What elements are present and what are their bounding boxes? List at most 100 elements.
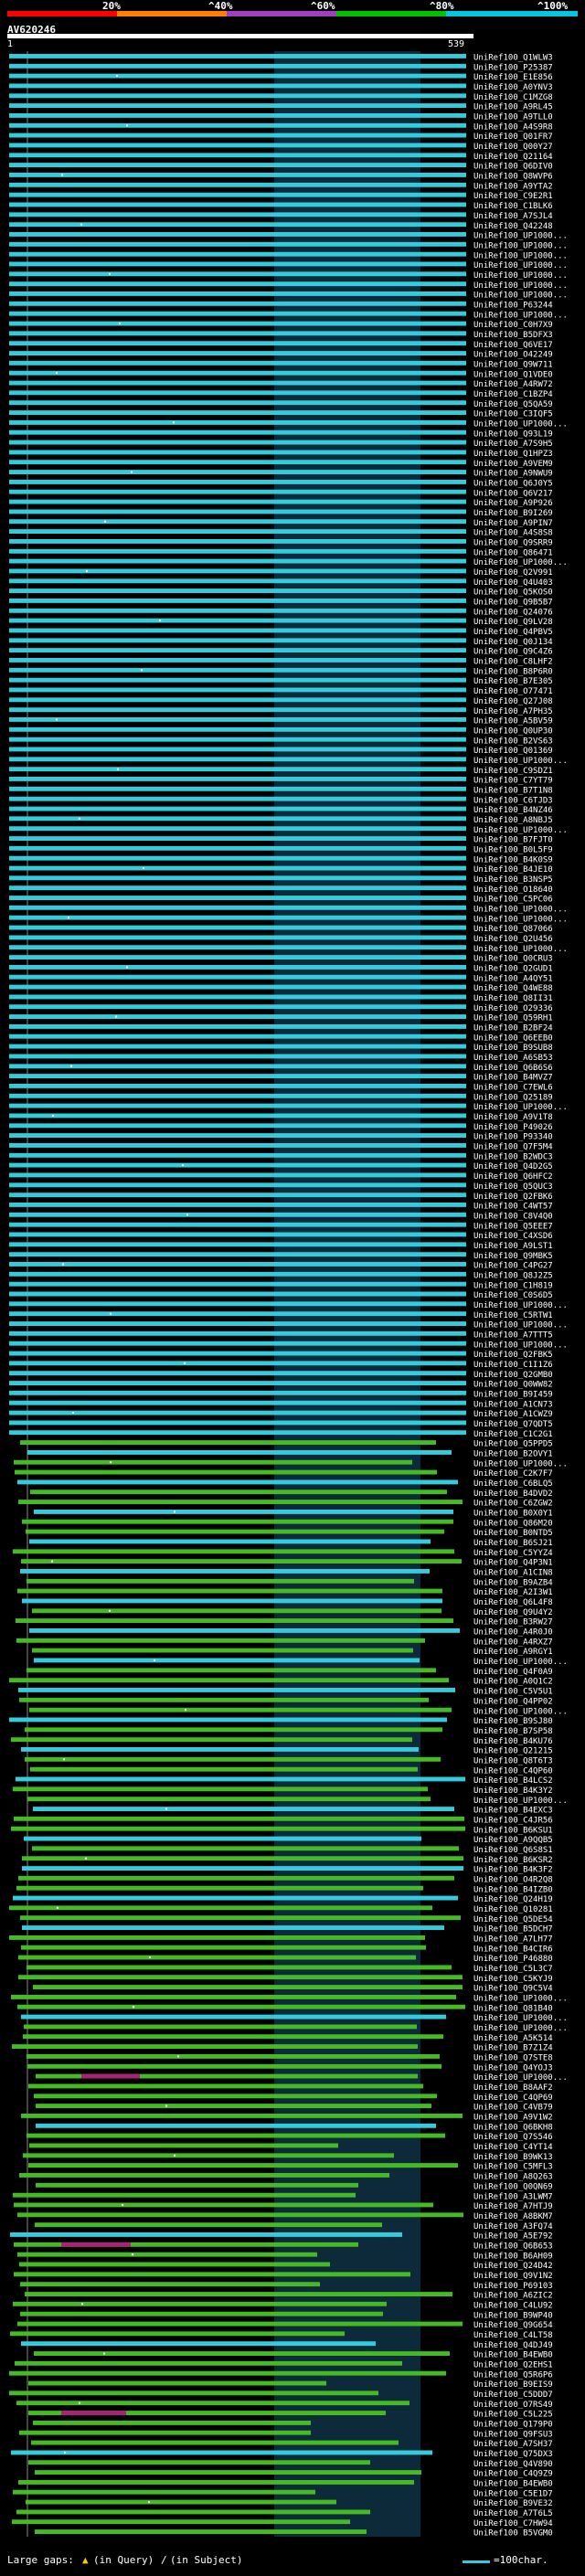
hit-label[interactable]: UniRef100_Q5QUC3 <box>473 1182 553 1192</box>
hit-label[interactable]: UniRef100_Q6VE17 <box>473 341 553 350</box>
hit-label[interactable]: UniRef100_P63244 <box>473 301 553 310</box>
hit-label[interactable]: UniRef100_B4K3Y2 <box>473 1786 553 1796</box>
hit-label[interactable]: UniRef100_UP1000... <box>473 2073 568 2083</box>
hit-label[interactable]: UniRef100_A7T6L5 <box>473 2509 553 2518</box>
hit-label[interactable]: UniRef100_Q59RH1 <box>473 1014 553 1023</box>
hit-label[interactable]: UniRef100_B5DFX3 <box>473 331 553 340</box>
hit-label[interactable]: UniRef100_E1E856 <box>473 73 553 82</box>
hit-label[interactable]: UniRef100_Q9C4Z6 <box>473 648 553 657</box>
hit-label[interactable]: UniRef100_A9YTA2 <box>473 182 553 191</box>
hit-label[interactable]: UniRef100_C4XSD6 <box>473 1232 553 1241</box>
hit-label[interactable]: UniRef100_Q8II31 <box>473 994 553 1003</box>
hit-label[interactable]: UniRef100_Q86M20 <box>473 1519 553 1528</box>
hit-label[interactable]: UniRef100_UP1000... <box>473 558 568 567</box>
hit-label[interactable]: UniRef100_P46880 <box>473 1955 553 1964</box>
hit-label[interactable]: UniRef100_A5K514 <box>473 2034 553 2043</box>
hit-label[interactable]: UniRef100_UP1000... <box>473 1341 568 1350</box>
hit-label[interactable]: UniRef100_B4K3F2 <box>473 1866 553 1875</box>
hit-label[interactable]: UniRef100_C6ZGW2 <box>473 1500 553 1509</box>
hit-label[interactable]: UniRef100_B4EXC3 <box>473 1807 553 1816</box>
hit-label[interactable]: UniRef100_C4VB79 <box>473 2104 553 2113</box>
hit-label[interactable]: UniRef100_A5BV59 <box>473 717 553 726</box>
hit-label[interactable]: UniRef100_UP1000... <box>473 2014 568 2023</box>
hit-label[interactable]: UniRef100_C7HW94 <box>473 2519 553 2528</box>
hit-label[interactable]: UniRef100_A7SH37 <box>473 2440 553 2449</box>
hit-label[interactable]: UniRef100_UP1000... <box>473 311 568 320</box>
hit-label[interactable]: UniRef100_B6AH09 <box>473 2252 553 2261</box>
hit-label[interactable]: UniRef100_C5KYJ9 <box>473 1975 553 1984</box>
hit-label[interactable]: UniRef100_Q4P3N1 <box>473 1559 553 1568</box>
hit-label[interactable]: UniRef100_UP1000... <box>473 241 568 250</box>
hit-label[interactable]: UniRef100_UP1000... <box>473 905 568 914</box>
hit-label[interactable]: UniRef100_B6KSR2 <box>473 1856 553 1865</box>
hit-label[interactable]: UniRef100_B3RW27 <box>473 1618 553 1627</box>
hit-label[interactable]: UniRef100_A9RL45 <box>473 103 553 112</box>
hit-label[interactable]: UniRef100_A8BKM7 <box>473 2212 553 2221</box>
hit-label[interactable]: UniRef100_Q42248 <box>473 222 553 231</box>
hit-label[interactable]: UniRef100_Q4PBV5 <box>473 628 553 637</box>
hit-label[interactable]: UniRef100_B9EIS9 <box>473 2380 553 2390</box>
hit-label[interactable]: UniRef100_B7FJT0 <box>473 836 553 845</box>
hit-label[interactable]: UniRef100_A9NWU9 <box>473 470 553 479</box>
hit-label[interactable]: UniRef100_Q9MBK5 <box>473 1252 553 1261</box>
hit-label[interactable]: UniRef100_Q2GMB0 <box>473 1371 553 1380</box>
hit-label[interactable]: UniRef100_C1BZP4 <box>473 390 553 399</box>
hit-label[interactable]: UniRef100_B4KU76 <box>473 1737 553 1746</box>
hit-label[interactable]: UniRef100_B4JE10 <box>473 865 553 875</box>
hit-label[interactable]: UniRef100_C5L3C7 <box>473 1965 553 1974</box>
hit-label[interactable]: UniRef100_UP1000... <box>473 1301 568 1310</box>
hit-label[interactable]: UniRef100_Q6V217 <box>473 489 553 498</box>
hit-label[interactable]: UniRef100_A7PH35 <box>473 707 553 716</box>
hit-label[interactable]: UniRef100_C4LT58 <box>473 2331 553 2340</box>
hit-label[interactable]: UniRef100_Q9C5V4 <box>473 1985 553 1994</box>
hit-label[interactable]: UniRef100_C9SDZ1 <box>473 767 553 776</box>
hit-label[interactable]: UniRef100_C0H7X9 <box>473 321 553 330</box>
hit-label[interactable]: UniRef100_Q87066 <box>473 925 553 934</box>
hit-label[interactable]: UniRef100_B5VGM0 <box>473 2529 553 2537</box>
hit-label[interactable]: UniRef100_UP1000... <box>473 292 568 301</box>
hit-label[interactable]: UniRef100_UP1000... <box>473 826 568 835</box>
hit-label[interactable]: UniRef100_C8LHF2 <box>473 658 553 667</box>
hit-label[interactable]: UniRef100_B7E305 <box>473 677 553 686</box>
hit-label[interactable]: UniRef100_Q8T6T3 <box>473 1756 553 1765</box>
hit-label[interactable]: UniRef100_B4EWB0 <box>473 2351 553 2360</box>
hit-label[interactable]: UniRef100_C5V5U1 <box>473 1688 553 1697</box>
hit-label[interactable]: UniRef100_Q2FBK6 <box>473 1193 553 1202</box>
hit-label[interactable]: UniRef100_Q5EEE7 <box>473 1222 553 1231</box>
hit-label[interactable]: UniRef100_Q24D42 <box>473 2262 553 2271</box>
hit-label[interactable]: UniRef100_Q01FR7 <box>473 133 553 142</box>
hit-label[interactable]: UniRef100_B4NZ46 <box>473 806 553 815</box>
hit-label[interactable]: UniRef100_C4PG27 <box>473 1262 553 1271</box>
hit-label[interactable]: UniRef100_C5PC06 <box>473 896 553 905</box>
hit-label[interactable]: UniRef100_Q6EEB0 <box>473 1034 553 1043</box>
hit-label[interactable]: UniRef100_C9E2R1 <box>473 192 553 201</box>
hit-label[interactable]: UniRef100_UP1000... <box>473 281 568 291</box>
hit-label[interactable]: UniRef100_C4LU92 <box>473 2301 553 2310</box>
hit-label[interactable]: UniRef100_Q4PP02 <box>473 1697 553 1706</box>
hit-label[interactable]: UniRef100_P25387 <box>473 63 553 72</box>
hit-label[interactable]: UniRef100_C3IQF5 <box>473 410 553 419</box>
hit-label[interactable]: UniRef100_Q4F0A9 <box>473 1668 553 1677</box>
hit-label[interactable]: UniRef100_Q0QN69 <box>473 2182 553 2191</box>
hit-label[interactable]: UniRef100_Q6BKH8 <box>473 2123 553 2132</box>
hit-label[interactable]: UniRef100_C1H819 <box>473 1281 553 1290</box>
hit-label[interactable]: UniRef100_Q7S546 <box>473 2133 553 2142</box>
hit-label[interactable]: UniRef100_UP1000... <box>473 1321 568 1330</box>
hit-label[interactable]: UniRef100_O42249 <box>473 351 553 360</box>
hit-label[interactable]: UniRef100_Q2V991 <box>473 568 553 578</box>
hit-label[interactable]: UniRef100_Q01369 <box>473 747 553 756</box>
hit-label[interactable]: UniRef100_A4QY51 <box>473 974 553 983</box>
hit-label[interactable]: UniRef100_B4DVD2 <box>473 1489 553 1499</box>
hit-label[interactable]: UniRef100_C4Q9Z9 <box>473 2470 553 2479</box>
hit-label[interactable]: UniRef100_Q1HPZ3 <box>473 450 553 459</box>
hit-label[interactable]: UniRef100_C4QP60 <box>473 1766 553 1776</box>
hit-label[interactable]: UniRef100_UP1000... <box>473 757 568 766</box>
hit-label[interactable]: UniRef100_P69103 <box>473 2282 553 2291</box>
hit-label[interactable]: UniRef100_UP1000... <box>473 251 568 260</box>
hit-label[interactable]: UniRef100_Q1WLW3 <box>473 54 553 63</box>
hit-label[interactable]: UniRef100_UP1000... <box>473 261 568 270</box>
hit-label[interactable]: UniRef100_B8AAF2 <box>473 2083 553 2093</box>
hit-label[interactable]: UniRef100_A7SJL4 <box>473 212 553 221</box>
hit-label[interactable]: UniRef100_Q0J134 <box>473 638 553 647</box>
hit-label[interactable]: UniRef100_Q6DIV0 <box>473 163 553 172</box>
